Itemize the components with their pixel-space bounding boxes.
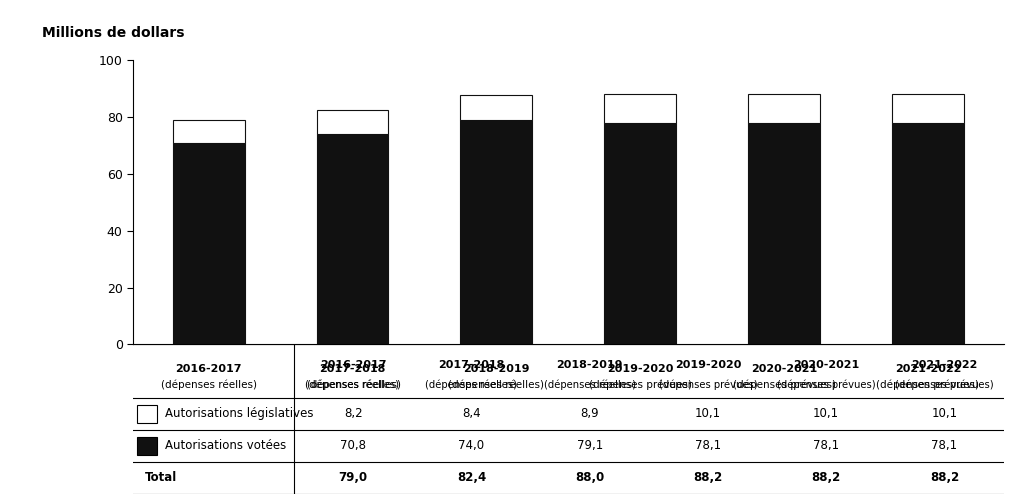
Bar xyxy=(461,95,532,120)
Text: 82,4: 82,4 xyxy=(457,471,486,484)
Text: 2019-2020: 2019-2020 xyxy=(607,364,674,374)
Text: 8,4: 8,4 xyxy=(462,407,481,420)
Text: 78,1: 78,1 xyxy=(695,439,721,453)
Text: 88,0: 88,0 xyxy=(575,471,604,484)
Bar xyxy=(749,122,820,344)
Bar xyxy=(173,120,245,144)
Text: 74,0: 74,0 xyxy=(459,439,484,453)
Bar xyxy=(316,134,388,344)
Text: 2018-2019: 2018-2019 xyxy=(463,364,529,374)
Text: Total: Total xyxy=(144,471,177,484)
Text: 2021-2022: 2021-2022 xyxy=(911,360,978,370)
Text: 2021-2022: 2021-2022 xyxy=(895,364,962,374)
Text: 79,1: 79,1 xyxy=(577,439,603,453)
Text: (dépenses prévues): (dépenses prévues) xyxy=(777,380,876,390)
Text: 8,9: 8,9 xyxy=(581,407,599,420)
Text: (dépenses prévues): (dépenses prévues) xyxy=(877,379,980,390)
Text: 10,1: 10,1 xyxy=(695,407,721,420)
Text: (dépenses réelles): (dépenses réelles) xyxy=(161,379,257,390)
Text: Autorisations législatives: Autorisations législatives xyxy=(165,407,313,420)
Text: (dépenses réelles): (dépenses réelles) xyxy=(449,379,545,390)
Text: 2017-2018: 2017-2018 xyxy=(319,364,386,374)
Text: 2019-2020: 2019-2020 xyxy=(675,360,741,370)
Bar xyxy=(892,94,964,122)
Text: (dépenses réelles): (dépenses réelles) xyxy=(426,380,517,390)
Text: (dépenses prévues): (dépenses prévues) xyxy=(732,379,836,390)
Text: Autorisations votées: Autorisations votées xyxy=(165,439,287,453)
Text: 88,2: 88,2 xyxy=(812,471,841,484)
Text: 2017-2018: 2017-2018 xyxy=(438,360,505,370)
Bar xyxy=(892,122,964,344)
Text: 2016-2017: 2016-2017 xyxy=(175,364,242,374)
Bar xyxy=(173,144,245,344)
Text: 2018-2019: 2018-2019 xyxy=(556,360,623,370)
Text: 88,2: 88,2 xyxy=(693,471,723,484)
Text: 78,1: 78,1 xyxy=(813,439,840,453)
Bar xyxy=(604,122,676,344)
Text: 70,8: 70,8 xyxy=(340,439,367,453)
Text: 88,2: 88,2 xyxy=(930,471,959,484)
Text: 2020-2021: 2020-2021 xyxy=(751,364,817,374)
Text: 8,2: 8,2 xyxy=(344,407,362,420)
Bar xyxy=(137,437,157,455)
Text: 2016-2017: 2016-2017 xyxy=(321,360,386,370)
Bar xyxy=(749,94,820,122)
Text: 79,0: 79,0 xyxy=(339,471,368,484)
Text: (dépenses prévues): (dépenses prévues) xyxy=(658,380,758,390)
Bar xyxy=(604,94,676,122)
Text: 2020-2021: 2020-2021 xyxy=(793,360,859,370)
Bar xyxy=(316,110,388,134)
Text: (dépenses réelles): (dépenses réelles) xyxy=(307,380,399,390)
Text: (dépenses prévues): (dépenses prévues) xyxy=(589,379,692,390)
Text: (dépenses réelles): (dépenses réelles) xyxy=(544,380,636,390)
Text: Millions de dollars: Millions de dollars xyxy=(42,26,184,40)
Text: (dépenses prévues): (dépenses prévues) xyxy=(895,380,993,390)
Text: 78,1: 78,1 xyxy=(932,439,957,453)
Text: 10,1: 10,1 xyxy=(813,407,840,420)
Bar xyxy=(137,405,157,423)
Text: (dépenses réelles): (dépenses réelles) xyxy=(304,379,400,390)
Bar xyxy=(461,120,532,344)
Text: 10,1: 10,1 xyxy=(932,407,957,420)
